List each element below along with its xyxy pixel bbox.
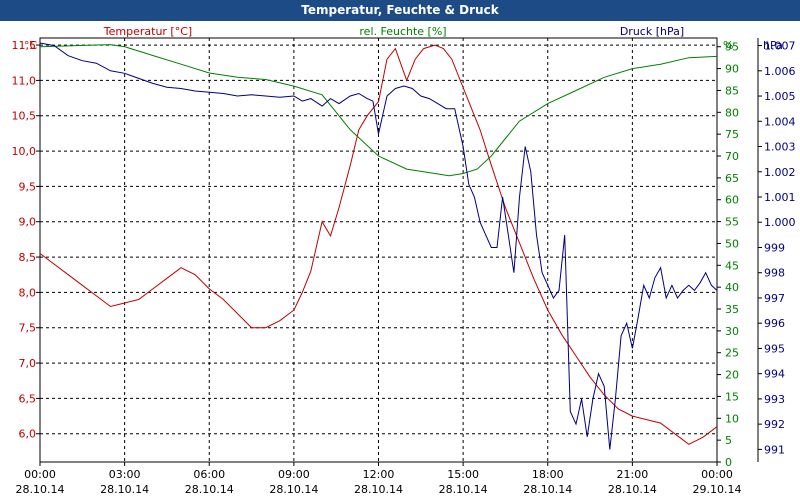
pressure-tick-label: 995 xyxy=(764,342,785,355)
humidity-tick-label: 85 xyxy=(725,84,739,97)
humidity-tick-label: 50 xyxy=(725,237,739,250)
pressure-tick-label: 1.002 xyxy=(764,166,796,179)
humidity-tick-label: 45 xyxy=(725,259,739,272)
chart-svg: 11,5 11,0 10,5 10,0 9,5 9,0 8,5 8,0 7,5 7,0 6,5 6,0… xyxy=(12,25,796,496)
temperature-tick-label: 6,0 xyxy=(19,428,37,441)
x-tick-time: 18:00 xyxy=(532,468,564,481)
pressure-tick-label: 997 xyxy=(764,292,785,305)
pressure-tick-label: 992 xyxy=(764,418,785,431)
series-line-pressure xyxy=(39,42,718,450)
x-tick-time: 00:00 xyxy=(24,468,56,481)
pressure-tick-label: 1.004 xyxy=(764,115,796,128)
x-tick-time: 15:00 xyxy=(447,468,479,481)
humidity-tick-label: 30 xyxy=(725,325,739,338)
chart-title: Temperatur, Feuchte & Druck xyxy=(0,0,800,21)
temperature-tick-label: 9,0 xyxy=(19,216,37,229)
x-tick-date: 28.10.14 xyxy=(523,483,572,496)
x-tick-date: 28.10.14 xyxy=(439,483,488,496)
x-tick-time: 00:00 xyxy=(701,468,733,481)
x-tick-date: 28.10.14 xyxy=(608,483,657,496)
temperature-tick-label: 7,5 xyxy=(19,322,37,335)
pressure-tick-label: 1.003 xyxy=(764,141,796,154)
humidity-tick-label: 10 xyxy=(725,412,739,425)
x-tick-time: 06:00 xyxy=(193,468,225,481)
temperature-tick-label: 8,5 xyxy=(19,251,37,264)
pressure-tick-label: 994 xyxy=(764,368,785,381)
humidity-tick-label: 65 xyxy=(725,172,739,185)
x-tick-date: 29.10.14 xyxy=(693,483,742,496)
temperature-tick-label: 8,0 xyxy=(19,286,37,299)
chart-area: 11,5 11,0 10,5 10,0 9,5 9,0 8,5 8,0 7,5 7,0 6,5 6,0… xyxy=(0,21,800,500)
x-tick-time: 12:00 xyxy=(363,468,395,481)
pressure-tick-label: 1.005 xyxy=(764,90,796,103)
temperature-tick-label: 6,5 xyxy=(19,392,37,405)
x-tick-time: 03:00 xyxy=(109,468,141,481)
pressure-tick-label: 1.001 xyxy=(764,191,796,204)
humidity-tick-label: 25 xyxy=(725,347,739,360)
humidity-tick-label: 55 xyxy=(725,216,739,229)
humidity-tick-label: 20 xyxy=(725,369,739,382)
temperature-tick-label: 9,5 xyxy=(19,180,37,193)
pressure-axis-label: Druck [hPa] xyxy=(620,25,684,38)
humidity-tick-label: 70 xyxy=(725,150,739,163)
pressure-tick-label: 996 xyxy=(764,317,785,330)
temperature-tick-label: 11,0 xyxy=(12,74,37,87)
x-tick-time: 09:00 xyxy=(278,468,310,481)
x-tick-date: 28.10.14 xyxy=(354,483,403,496)
temperature-unit-label: °C xyxy=(24,39,38,52)
x-tick-date: 28.10.14 xyxy=(100,483,149,496)
temperature-tick-label: 10,0 xyxy=(12,145,37,158)
pressure-tick-label: 999 xyxy=(764,241,785,254)
pressure-tick-label: 993 xyxy=(764,393,785,406)
pressure-tick-label: 1.000 xyxy=(764,216,796,229)
temperature-tick-label: 10,5 xyxy=(12,110,37,123)
humidity-tick-label: 90 xyxy=(725,63,739,76)
pressure-tick-label: 991 xyxy=(764,443,785,456)
temperature-tick-label: 11,5 xyxy=(12,39,37,52)
x-tick-date: 28.10.14 xyxy=(16,483,65,496)
humidity-tick-label: 80 xyxy=(725,106,739,119)
humidity-tick-label: 40 xyxy=(725,281,739,294)
pressure-tick-label: 998 xyxy=(764,267,785,280)
pressure-unit-label: hPa xyxy=(763,39,783,52)
humidity-tick-label: 0 xyxy=(725,456,732,469)
x-tick-time: 21:00 xyxy=(617,468,649,481)
humidity-tick-label: 15 xyxy=(725,390,739,403)
x-tick-date: 28.10.14 xyxy=(269,483,318,496)
humidity-tick-label: 35 xyxy=(725,303,739,316)
humidity-unit-label: % xyxy=(723,39,733,52)
pressure-tick-label: 1.007 xyxy=(764,40,796,53)
temperature-axis-label: Temperatur [°C] xyxy=(103,25,192,38)
pressure-tick-label: 1.006 xyxy=(764,65,796,78)
series-line-humidity xyxy=(39,44,718,177)
series-line-temperature xyxy=(39,44,718,445)
humidity-tick-label: 5 xyxy=(725,434,732,447)
humidity-tick-label: 75 xyxy=(725,128,739,141)
humidity-axis-label: rel. Feuchte [%] xyxy=(359,25,446,38)
x-tick-date: 28.10.14 xyxy=(185,483,234,496)
temperature-tick-label: 7,0 xyxy=(19,357,37,370)
humidity-tick-label: 95 xyxy=(725,41,739,54)
humidity-tick-label: 60 xyxy=(725,194,739,207)
